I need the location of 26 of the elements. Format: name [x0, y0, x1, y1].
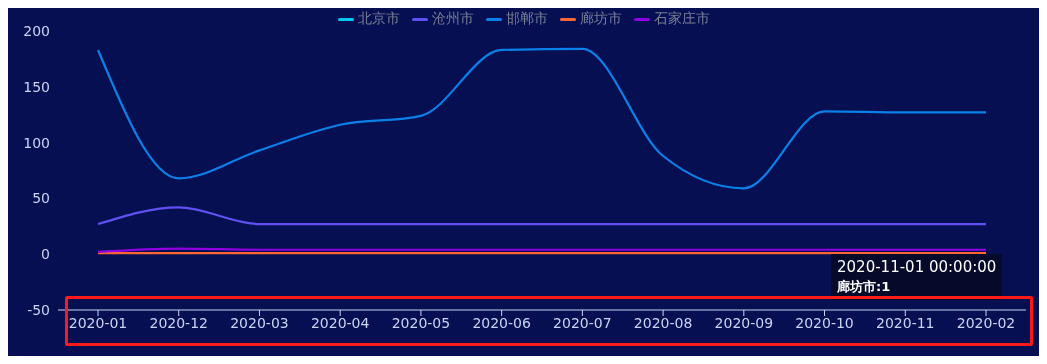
legend-label: 石家庄市	[653, 10, 710, 28]
legend-label: 邯郸市	[505, 10, 548, 28]
y-tick-label: 150	[23, 78, 50, 95]
x-tick-label: 2020-02	[956, 314, 1016, 331]
legend-label: 北京市	[357, 10, 400, 28]
line-series	[96, 47, 988, 190]
x-tick-label: 2020-08	[633, 314, 693, 331]
legend-label: 廊坊市	[579, 10, 622, 28]
x-tick-label: 2020-09	[714, 314, 774, 331]
x-tick-label: 2020-06	[472, 314, 531, 331]
annotation: 廊坊市:1	[837, 278, 892, 296]
x-tick-label: 2020-05	[391, 314, 451, 331]
x-tick-label: 2020-11	[876, 314, 935, 331]
y-tick-label: 100	[23, 134, 50, 151]
y-tick-label: 50	[32, 190, 50, 207]
x-tick-label: 2020-10	[795, 314, 854, 331]
y-tick-label: 0	[41, 246, 50, 263]
x-tick-label: 2020-01	[68, 314, 128, 331]
x-tick-label: 2020-12	[149, 314, 208, 331]
y-tick-label: 200	[23, 22, 50, 39]
x-tick-label: 2020-04	[310, 314, 370, 331]
x-tick-label: 2020-03	[230, 314, 289, 331]
x-tick-label: 2020-07	[553, 314, 612, 331]
y-tick-label: -50	[27, 301, 50, 318]
legend-label: 沧州市	[431, 10, 474, 28]
annotation: 2020-11-01 00:00:00	[837, 258, 997, 277]
